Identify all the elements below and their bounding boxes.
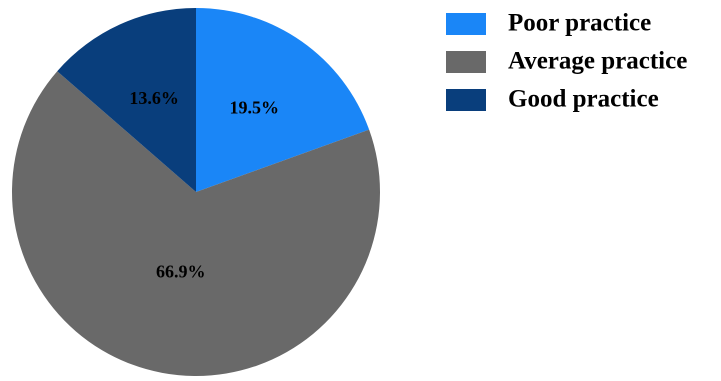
pie-slice-good-practice <box>57 8 197 192</box>
legend-label-poor-practice: Poor practice <box>508 10 651 37</box>
data-label-poor-practice: 19.5% <box>229 97 279 117</box>
data-label-good-practice: 13.6% <box>129 88 179 108</box>
pie-slice-poor-practice <box>196 8 370 192</box>
legend-swatch-poor-practice <box>446 13 486 35</box>
legend: Poor practice Average practice Good practi… <box>446 10 687 113</box>
data-label-average-practice: 66.9% <box>156 262 206 282</box>
legend-swatch-average-practice <box>446 51 486 73</box>
legend-label-average-practice: Average practice <box>508 48 687 75</box>
legend-label-good-practice: Good practice <box>508 86 659 113</box>
slice-labels: 19.5% 66.9% 13.6% <box>129 88 279 281</box>
slices-layer <box>12 8 381 376</box>
legend-swatch-good-practice <box>446 89 486 111</box>
pie-slice-average-practice <box>12 71 381 376</box>
